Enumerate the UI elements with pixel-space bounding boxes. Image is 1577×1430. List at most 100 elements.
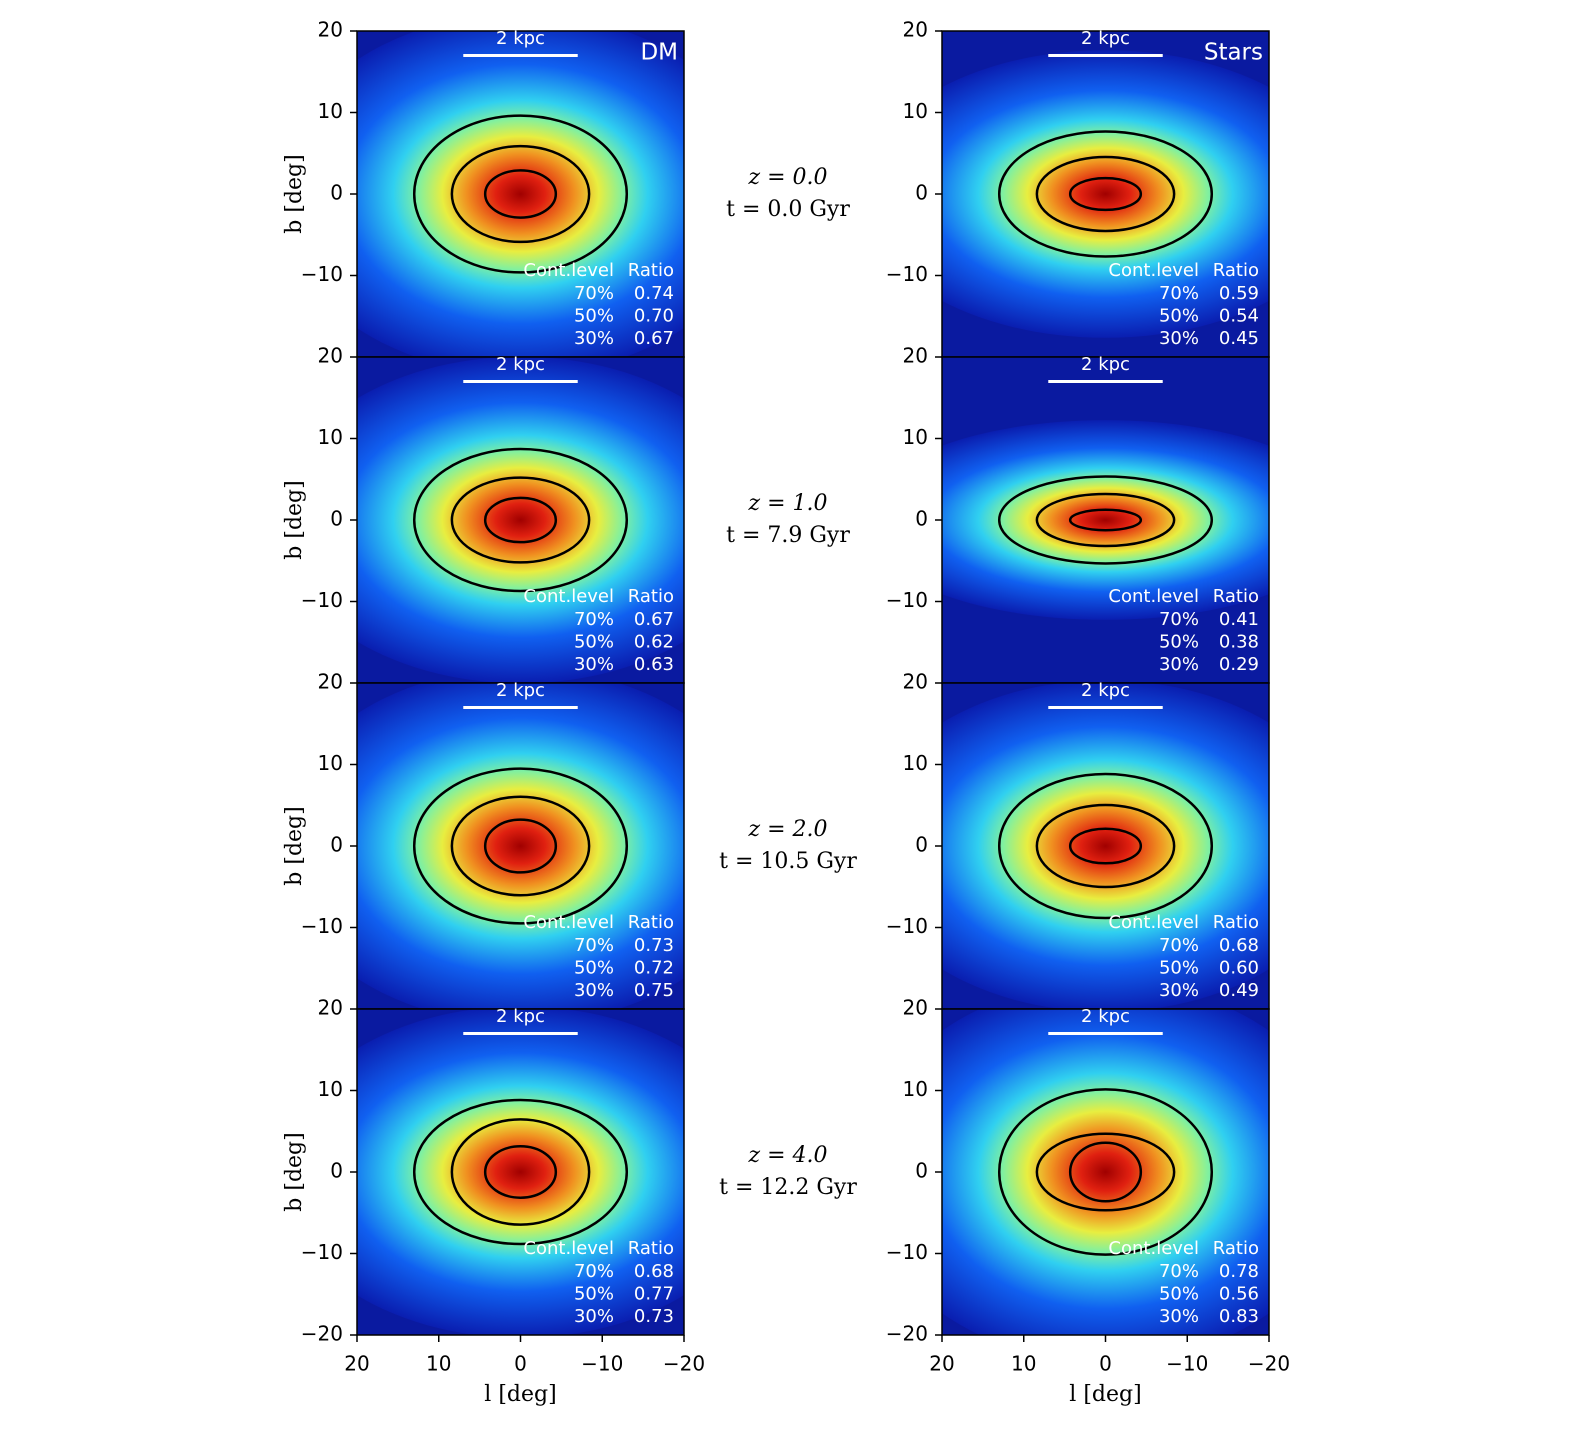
- contour: [450, 476, 591, 564]
- y-tick-label: 20: [318, 344, 343, 368]
- contour-level: 50%: [1159, 1284, 1199, 1305]
- y-tick-label: 20: [903, 996, 928, 1020]
- contour: [483, 818, 558, 874]
- contour-level: 70%: [574, 609, 614, 630]
- table-header: Ratio: [628, 260, 674, 281]
- table-header: Cont.level: [1108, 1238, 1199, 1259]
- table-header: Cont.level: [523, 912, 614, 933]
- axis-ratio: 0.41: [1219, 609, 1259, 630]
- axis-ratio: 0.68: [1219, 935, 1259, 956]
- scale-bar-label: 2 kpc: [496, 1006, 545, 1027]
- y-tick-label: −10: [301, 588, 343, 612]
- axis-ratio: 0.29: [1219, 654, 1259, 675]
- y-tick-label: 20: [318, 996, 343, 1020]
- contour-level: 70%: [1159, 283, 1199, 304]
- contour-level: 50%: [574, 958, 614, 979]
- contour-level: 30%: [1159, 654, 1199, 675]
- y-tick-label: 0: [915, 1159, 928, 1183]
- y-tick-label: 10: [903, 425, 928, 449]
- contour-level: 70%: [1159, 609, 1199, 630]
- scale-bar-label: 2 kpc: [1081, 28, 1130, 49]
- y-tick-label: −10: [301, 1240, 343, 1264]
- contour: [450, 144, 591, 244]
- x-tick-label: 20: [344, 1352, 369, 1376]
- y-tick-label: 0: [330, 833, 343, 857]
- density-glow: [942, 1009, 1269, 1335]
- axis-ratio: 0.73: [634, 1306, 674, 1327]
- contour-level: 50%: [574, 306, 614, 327]
- contour: [1035, 803, 1176, 889]
- x-tick-label: −20: [1248, 1352, 1290, 1376]
- density-glow: [942, 420, 1269, 620]
- contour-level: 70%: [1159, 935, 1199, 956]
- scale-bar-label: 2 kpc: [1081, 680, 1130, 701]
- y-tick-label: 10: [903, 99, 928, 123]
- contour: [1068, 508, 1143, 532]
- table-header: Ratio: [1213, 912, 1259, 933]
- axis-ratio: 0.72: [634, 958, 674, 979]
- density-map: [942, 50, 1269, 338]
- contour-level: 50%: [574, 632, 614, 653]
- y-tick-label: 10: [318, 425, 343, 449]
- y-tick-label: −10: [886, 914, 928, 938]
- x-axis-label: l [deg]: [484, 1382, 556, 1407]
- contour-level: 30%: [574, 1306, 614, 1327]
- scale-bar-label: 2 kpc: [1081, 1006, 1130, 1027]
- x-tick-label: 0: [1099, 1352, 1112, 1376]
- axis-ratio: 0.63: [634, 654, 674, 675]
- scale-bar-label: 2 kpc: [496, 680, 545, 701]
- density-map: [357, 1009, 684, 1335]
- contour: [997, 475, 1214, 565]
- contour: [1035, 1132, 1176, 1212]
- y-tick-label: 10: [903, 751, 928, 775]
- density-map: [357, 31, 684, 357]
- y-tick-label: 10: [903, 1077, 928, 1101]
- contour: [1068, 1141, 1143, 1203]
- contour: [450, 1118, 591, 1226]
- x-tick-label: 20: [929, 1352, 954, 1376]
- axis-ratio: 0.75: [634, 980, 674, 1001]
- contour-level: 30%: [1159, 980, 1199, 1001]
- axis-ratio: 0.45: [1219, 328, 1259, 349]
- redshift-label: z = 4.0: [748, 1143, 828, 1168]
- contour: [1035, 492, 1176, 548]
- axis-ratio: 0.49: [1219, 980, 1259, 1001]
- redshift-label: z = 2.0: [748, 817, 828, 842]
- axis-ratio: 0.83: [1219, 1306, 1259, 1327]
- contour: [997, 1088, 1214, 1256]
- axis-ratio: 0.67: [634, 609, 674, 630]
- y-tick-label: −10: [886, 588, 928, 612]
- x-tick-label: −20: [663, 1352, 705, 1376]
- density-glow: [357, 357, 684, 683]
- y-tick-label: −10: [886, 262, 928, 286]
- table-header: Ratio: [1213, 260, 1259, 281]
- y-tick-label: 0: [330, 181, 343, 205]
- axis-ratio: 0.38: [1219, 632, 1259, 653]
- axis-ratio: 0.59: [1219, 283, 1259, 304]
- y-axis-label: b [deg]: [282, 480, 307, 559]
- contour: [1068, 827, 1143, 865]
- y-tick-label: 20: [903, 670, 928, 694]
- axis-ratio: 0.77: [634, 1284, 674, 1305]
- table-header: Ratio: [1213, 1238, 1259, 1259]
- contour-level: 70%: [574, 283, 614, 304]
- contour-level: 50%: [574, 1284, 614, 1305]
- contour-level: 30%: [1159, 328, 1199, 349]
- density-map: [357, 683, 684, 1009]
- density-map: [942, 420, 1269, 620]
- axis-ratio: 0.67: [634, 328, 674, 349]
- table-header: Cont.level: [523, 1238, 614, 1259]
- axis-ratio: 0.73: [634, 935, 674, 956]
- time-label: t = 0.0 Gyr: [726, 197, 850, 222]
- contour: [412, 767, 629, 925]
- contour-level: 50%: [1159, 958, 1199, 979]
- y-tick-label: 20: [903, 18, 928, 42]
- table-header: Cont.level: [1108, 260, 1199, 281]
- scale-bar-label: 2 kpc: [496, 354, 545, 375]
- x-tick-label: 10: [1011, 1352, 1036, 1376]
- contour-level: 30%: [574, 654, 614, 675]
- axis-ratio: 0.78: [1219, 1261, 1259, 1282]
- y-tick-label: −20: [301, 1322, 343, 1346]
- table-header: Ratio: [628, 912, 674, 933]
- contour: [483, 1145, 558, 1199]
